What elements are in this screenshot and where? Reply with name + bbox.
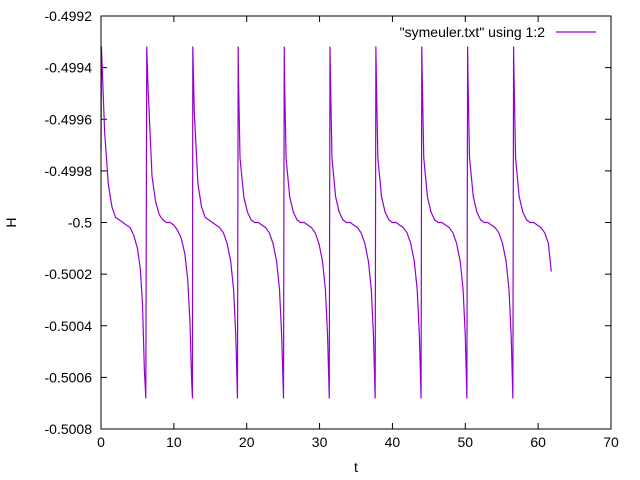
plot-frame <box>100 15 612 430</box>
y-axis-label: H <box>3 217 19 227</box>
y-tick-labels: -0.5008 -0.5006 -0.5004 -0.5002 -0.5 -0.4998 -… <box>45 8 93 437</box>
y-tick-label: -0.4994 <box>45 60 93 76</box>
x-tick-label: 0 <box>97 434 105 450</box>
x-tick-labels: 0 10 20 30 40 50 60 70 <box>97 434 619 450</box>
y-tick-label: -0.5 <box>68 215 92 231</box>
legend-label: "symeuler.txt" using 1:2 <box>400 24 546 40</box>
y-tick-label: -0.4996 <box>45 111 93 127</box>
x-axis-label: t <box>354 459 358 475</box>
x-tick-label: 30 <box>312 434 328 450</box>
y-tick-label: -0.5004 <box>45 318 93 334</box>
y-tick-label: -0.4992 <box>45 8 93 24</box>
x-tick-label: 20 <box>239 434 255 450</box>
x-tick-label: 40 <box>385 434 401 450</box>
y-tick-label: -0.4998 <box>45 163 93 179</box>
legend: "symeuler.txt" using 1:2 <box>400 24 596 40</box>
x-tick-label: 60 <box>530 434 546 450</box>
x-tick-label: 10 <box>166 434 182 450</box>
x-tick-label: 70 <box>603 434 619 450</box>
x-tick-label: 50 <box>457 434 473 450</box>
y-tick-label: -0.5008 <box>45 421 93 437</box>
y-tick-label: -0.5002 <box>45 266 93 282</box>
series-line <box>100 46 552 399</box>
y-tick-label: -0.5006 <box>45 369 93 385</box>
series-layer <box>100 46 552 399</box>
